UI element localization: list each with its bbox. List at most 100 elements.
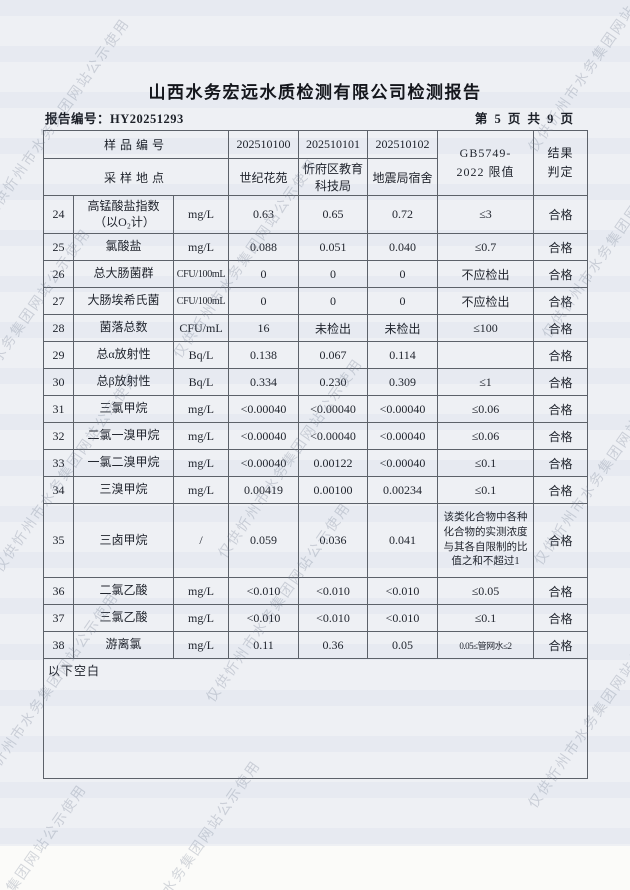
sample1-value: 0.11 xyxy=(228,631,299,659)
param-name-line1: 总β放射性 xyxy=(96,374,151,389)
sample3-value: <0.00040 xyxy=(367,449,438,477)
sample2-value: 0.36 xyxy=(298,631,368,659)
sample1-value: <0.010 xyxy=(228,604,299,632)
param-row-number: 36 xyxy=(43,577,74,605)
result-value: 合格 xyxy=(533,604,588,632)
param-unit: mg/L xyxy=(173,395,229,423)
sample1-value: 0.00419 xyxy=(228,476,299,504)
param-unit: mg/L xyxy=(173,233,229,261)
sample3-value: 0.00234 xyxy=(367,476,438,504)
sample1-value: 0 xyxy=(228,260,299,288)
param-row-number: 35 xyxy=(43,503,74,578)
limit-value: ≤0.1 xyxy=(437,449,534,477)
param-name-line1: 二氯乙酸 xyxy=(99,583,148,598)
param-name-line1: 大肠埃希氏菌 xyxy=(87,293,160,308)
page-indicator: 第 5 页 共 9 页 xyxy=(474,112,575,126)
location-3: 地震局宿舍 xyxy=(367,158,438,196)
param-name-line1: 高锰酸盐指数 xyxy=(87,198,160,213)
param-row-number: 24 xyxy=(43,195,74,234)
table-row: 35 三卤甲烷 /0.059 0.036 0.041 该类化合物中各种化合物的实测浓度与其… xyxy=(43,503,588,578)
param-unit: Bq/L xyxy=(173,341,229,369)
result-value: 合格 xyxy=(533,631,588,659)
blank-below-note: 以下空白 xyxy=(43,658,588,779)
results-tbody: 24 高锰酸盐指数 （以O₂计） mg/L 0.63 0.65 0.72 ≤3 合格 25 氯酸盐 m… xyxy=(43,195,588,779)
header-row-sample-id: 样品编号 202510100 202510101 202510102 GB574… xyxy=(43,130,588,196)
param-unit: Bq/L xyxy=(173,368,229,396)
sample3-value: 0.040 xyxy=(367,233,438,261)
limit-value: ≤0.06 xyxy=(437,395,534,423)
param-row-number: 38 xyxy=(43,631,74,659)
result-value: 合格 xyxy=(533,341,588,369)
result-value: 合格 xyxy=(533,503,588,578)
limit-value: ≤0.05 xyxy=(437,577,534,605)
param-name-line1: 三溴甲烷 xyxy=(99,482,148,497)
blank-filler-row: 以下空白 xyxy=(43,658,588,779)
param-name-line1: 二氯一溴甲烷 xyxy=(87,428,160,443)
param-unit: mg/L xyxy=(173,449,229,477)
report-number: 报告编号：HY20251293 xyxy=(45,108,184,127)
table-row: 34 三溴甲烷 mg/L 0.00419 0.00100 0.00234 ≤0.1 合格 xyxy=(43,476,588,504)
sample3-value: 0.05 xyxy=(367,631,438,659)
result-value: 合格 xyxy=(533,422,588,450)
scanned-page-background: 山西水务宏远水质检测有限公司检测报告 报告编号：HY20251293 第 5 页… xyxy=(0,0,630,846)
param-name-line1: 一氯二溴甲烷 xyxy=(87,455,160,470)
param-row-number: 28 xyxy=(43,314,74,342)
sample3-value: 未检出 xyxy=(367,314,438,342)
param-unit: mg/L xyxy=(173,577,229,605)
table-row: 24 高锰酸盐指数 （以O₂计） mg/L 0.63 0.65 0.72 ≤3 合格 xyxy=(43,195,588,234)
table-row: 28 菌落总数 CFU/mL 16 未检出 未检出 ≤100 合格 xyxy=(43,314,588,342)
sample-id-3: 202510102 xyxy=(367,130,438,159)
param-row-number: 31 xyxy=(43,395,74,423)
param-row-number: 26 xyxy=(43,260,74,288)
sample2-value: 0.036 xyxy=(298,503,368,578)
sample2-value: <0.010 xyxy=(298,577,368,605)
sample3-value: 0.114 xyxy=(367,341,438,369)
report-title: 山西水务宏远水质检测有限公司检测报告 xyxy=(148,83,482,102)
param-unit: / xyxy=(173,503,229,578)
sample2-value: <0.00040 xyxy=(298,395,368,423)
param-name-line2: （以O₂计） xyxy=(94,214,155,229)
sample1-value: 0.138 xyxy=(228,341,299,369)
sample1-value: 0.088 xyxy=(228,233,299,261)
limit-value: ≤1 xyxy=(437,368,534,396)
sample2-value: 0.230 xyxy=(298,368,368,396)
sample1-value: <0.00040 xyxy=(228,422,299,450)
result-value: 合格 xyxy=(533,577,588,605)
limit-value xyxy=(437,341,534,369)
param-name: 二氯乙酸 xyxy=(73,577,174,605)
sample1-value: 0.059 xyxy=(228,503,299,578)
table-row: 37 三氯乙酸 mg/L <0.010 <0.010 <0.010 ≤0.1 合格 xyxy=(43,604,588,632)
limit-value: ≤0.1 xyxy=(437,604,534,632)
param-unit: CFU/mL xyxy=(173,314,229,342)
param-name-line1: 三氯甲烷 xyxy=(99,401,148,416)
param-name: 氯酸盐 xyxy=(73,233,174,261)
result-column-header: 结果 判定 xyxy=(533,130,588,196)
limit-value: 不应检出 xyxy=(437,260,534,288)
param-name: 菌落总数 xyxy=(73,314,174,342)
param-name-line1: 总大肠菌群 xyxy=(93,266,154,281)
sample-id-header: 样品编号 xyxy=(43,130,229,159)
sample1-value: <0.00040 xyxy=(228,395,299,423)
limit-header-line1: GB5749- xyxy=(459,146,512,161)
result-value: 合格 xyxy=(533,314,588,342)
limit-value: 不应检出 xyxy=(437,287,534,315)
limit-value: ≤0.1 xyxy=(437,476,534,504)
param-name: 三氯乙酸 xyxy=(73,604,174,632)
header-row-location: 采样地点 世纪花苑 忻府区教育科技局 地震局宿舍 xyxy=(43,158,588,196)
sample1-value: 16 xyxy=(228,314,299,342)
table-row: 32 二氯一溴甲烷 mg/L <0.00040 <0.00040 <0.00040 ≤0.0… xyxy=(43,422,588,450)
param-unit: mg/L xyxy=(173,631,229,659)
param-row-number: 29 xyxy=(43,341,74,369)
table-row: 27 大肠埃希氏菌 CFU/100mL 0 0 0 不应检出 合格 xyxy=(43,287,588,315)
param-name: 总α放射性 xyxy=(73,341,174,369)
result-value: 合格 xyxy=(533,260,588,288)
param-name: 三卤甲烷 xyxy=(73,503,174,578)
table-row: 36 二氯乙酸 mg/L <0.010 <0.010 <0.010 ≤0.05 合格 xyxy=(43,577,588,605)
param-name-line1: 氯酸盐 xyxy=(105,239,142,254)
param-name: 高锰酸盐指数 （以O₂计） xyxy=(73,195,174,234)
param-name: 三溴甲烷 xyxy=(73,476,174,504)
param-unit: CFU/100mL xyxy=(173,260,229,288)
sample2-value: 0.00122 xyxy=(298,449,368,477)
limit-value: ≤0.06 xyxy=(437,422,534,450)
sample3-value: 0 xyxy=(367,287,438,315)
